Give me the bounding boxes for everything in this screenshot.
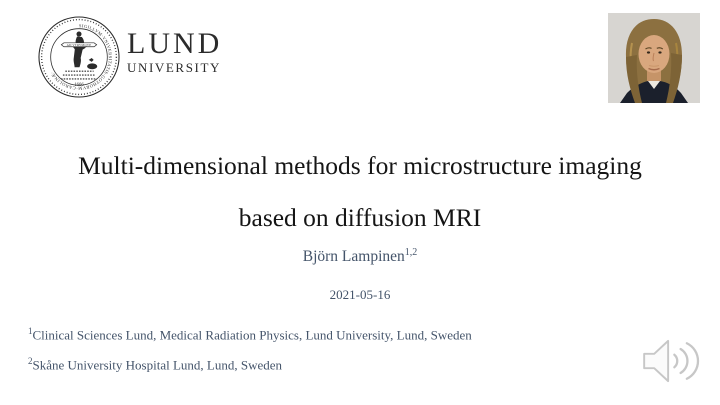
author-name: Björn Lampinen [302,248,405,266]
seal-year: 1666 [74,83,84,88]
seal-banner-text: AD VTRVMQVE [67,43,92,47]
lund-university-logo: SIGILLVM·VNIVERSITATIS·GOTHORVM·CAROLINÆ… [38,14,222,100]
logo-wordmark: LUND [127,27,223,60]
logo-wordmark-sub: UNIVERSITY [127,60,221,75]
affiliation-2-text: Skåne University Hospital Lund, Lund, Sw… [32,357,283,373]
title-line-1: Multi-dimensional methods for microstruc… [78,151,642,180]
affiliation-2: 2Skåne University Hospital Lund, Lund, S… [28,354,472,372]
page-title: Multi-dimensional methods for microstruc… [0,140,720,244]
seal-banner-ribbon [60,42,98,48]
affiliation-2-marker: 2 [28,356,33,367]
audio-speaker-icon[interactable] [640,338,702,384]
logo-wordmark-block: LUND UNIVERSITY [127,27,223,75]
title-line-2: based on diffusion MRI [238,203,482,232]
university-seal-icon: SIGILLVM·VNIVERSITATIS·GOTHORVM·CAROLINÆ… [38,16,120,98]
author-superscript: 1,2 [404,247,418,258]
presentation-date: 2021-05-16 [329,287,391,302]
affiliation-1-text: Clinical Sciences Lund, Medical Radiatio… [32,327,472,343]
author-photo [608,13,700,103]
affiliations-block: 1Clinical Sciences Lund, Medical Radiati… [28,324,472,385]
author-line: Björn Lampinen1,2 [0,247,720,266]
affiliation-1: 1Clinical Sciences Lund, Medical Radiati… [28,324,472,342]
affiliation-1-marker: 1 [28,326,33,336]
